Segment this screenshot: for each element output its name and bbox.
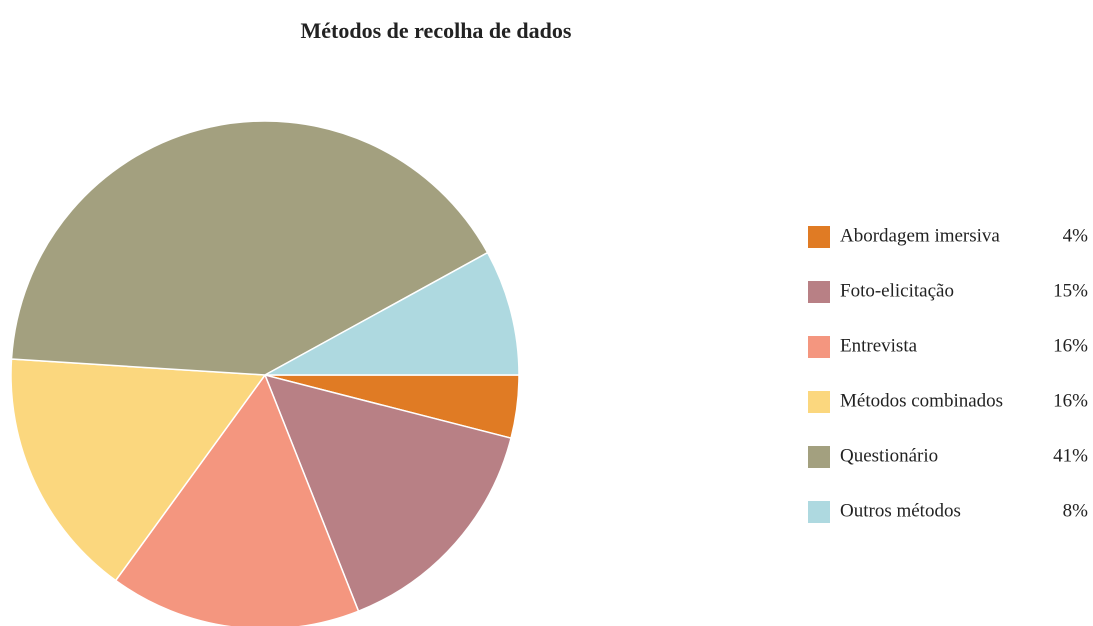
legend-value: 8% bbox=[1063, 500, 1089, 521]
legend-label: Métodos combinados bbox=[840, 390, 1003, 411]
pie-slice bbox=[10, 358, 267, 582]
legend-value: 4% bbox=[1063, 225, 1089, 246]
legend-label: Questionário bbox=[840, 445, 938, 466]
legend-swatch bbox=[808, 501, 830, 523]
legend-value: 15% bbox=[1053, 280, 1088, 301]
legend-value: 16% bbox=[1053, 390, 1088, 411]
legend-swatch bbox=[808, 336, 830, 358]
legend-swatch bbox=[808, 281, 830, 303]
legend-swatch bbox=[808, 226, 830, 248]
legend-label: Outros métodos bbox=[840, 500, 961, 521]
legend-label: Abordagem imersiva bbox=[840, 225, 1000, 246]
legend-value: 41% bbox=[1053, 445, 1088, 466]
legend-swatch bbox=[808, 446, 830, 468]
legend-swatch bbox=[808, 391, 830, 413]
legend-value: 16% bbox=[1053, 335, 1088, 356]
pie-slice bbox=[264, 251, 520, 376]
pie-slice bbox=[114, 373, 360, 626]
legend-label: Entrevista bbox=[840, 335, 918, 356]
legend-label: Foto-elicitação bbox=[840, 280, 954, 301]
chart-title: Métodos de recolha de dados bbox=[301, 18, 572, 43]
pie-slice bbox=[263, 373, 512, 613]
pie-slice bbox=[10, 120, 489, 376]
